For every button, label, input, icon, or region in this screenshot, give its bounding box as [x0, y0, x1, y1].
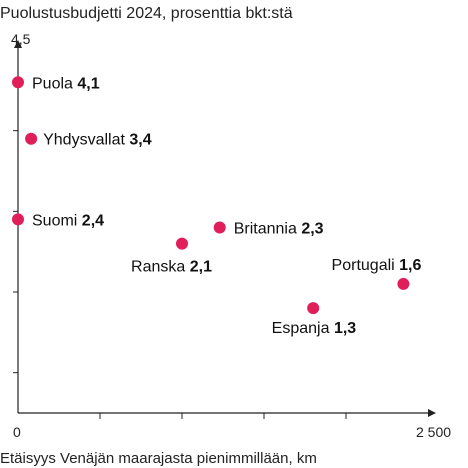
data-label-value: 2,3 — [301, 220, 323, 237]
data-point-group: Suomi 2,4 — [12, 212, 104, 229]
axes — [14, 40, 436, 417]
data-points: Puola 4,1 Yhdysvallat 3,4 Suomi 2,4 Britann… — [12, 75, 421, 337]
x-tick-label: 0 — [13, 424, 21, 440]
data-point-group: Portugali 1,6 — [332, 257, 422, 290]
data-point — [397, 277, 410, 290]
data-label: Espanja 1,3 — [272, 320, 357, 337]
chart-title: Puolustusbudjetti 2024, prosenttia bkt:s… — [0, 5, 293, 22]
data-label-value: 3,4 — [129, 132, 151, 149]
y-tick-label: 4,5 — [11, 31, 31, 47]
data-point-group: Puola 4,1 — [12, 75, 100, 92]
data-label-value: 2,1 — [190, 259, 212, 276]
data-point — [12, 213, 24, 226]
data-label: Yhdysvallat 3,4 — [43, 132, 152, 149]
data-point — [307, 302, 320, 315]
data-label: Ranska 2,1 — [131, 259, 212, 276]
data-label-name: Britannia — [234, 220, 302, 237]
data-label-name: Ranska — [131, 259, 190, 276]
data-point — [12, 76, 24, 89]
data-point-group: Espanja 1,3 — [272, 302, 357, 337]
data-label: Britannia 2,3 — [234, 220, 324, 237]
data-label-name: Espanja — [272, 320, 334, 337]
data-label-name: Puola — [32, 75, 77, 92]
data-label-value: 1,6 — [399, 257, 421, 274]
data-label-name: Portugali — [332, 257, 400, 274]
data-point — [176, 237, 188, 250]
axis-ticks: 4,5 0 2 500 — [11, 31, 451, 440]
data-point-group: Yhdysvallat 3,4 — [25, 132, 152, 149]
data-label: Puola 4,1 — [32, 75, 100, 92]
data-point — [25, 132, 38, 145]
data-point-group: Britannia 2,3 — [213, 220, 324, 237]
x-axis-label: Etäisyys Venäjän maarajasta pienimmillää… — [0, 450, 317, 467]
data-label-value: 1,3 — [334, 320, 356, 337]
y-axis-arrow — [14, 40, 22, 48]
data-label-name: Yhdysvallat — [43, 132, 129, 149]
x-tick-label: 2 500 — [416, 424, 451, 440]
data-point — [213, 221, 226, 234]
data-point-group: Ranska 2,1 — [131, 237, 212, 276]
x-axis-arrow — [428, 409, 436, 417]
data-label: Suomi 2,4 — [32, 212, 104, 229]
data-label-name: Suomi — [32, 212, 82, 229]
data-label: Portugali 1,6 — [332, 257, 422, 274]
data-label-value: 4,1 — [77, 75, 99, 92]
data-label-value: 2,4 — [82, 212, 104, 229]
